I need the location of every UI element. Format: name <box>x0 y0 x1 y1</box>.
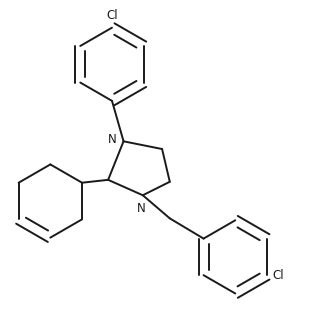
Text: Cl: Cl <box>273 269 284 282</box>
Text: N: N <box>108 133 117 146</box>
Text: N: N <box>136 202 145 215</box>
Text: Cl: Cl <box>106 9 118 22</box>
